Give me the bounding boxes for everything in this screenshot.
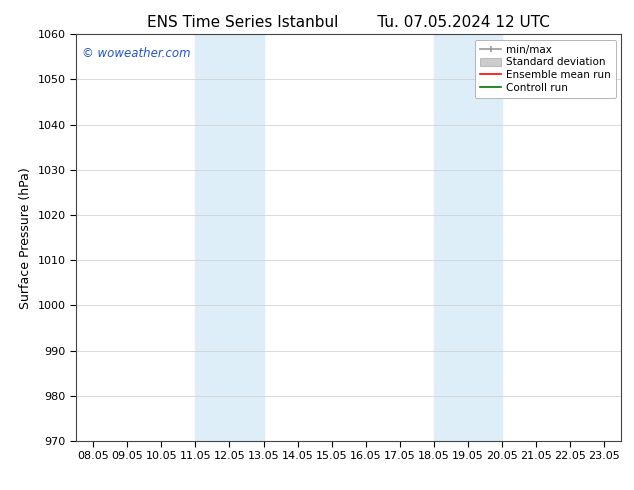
Bar <box>195 34 264 441</box>
Y-axis label: Surface Pressure (hPa): Surface Pressure (hPa) <box>19 167 32 309</box>
Title: ENS Time Series Istanbul        Tu. 07.05.2024 12 UTC: ENS Time Series Istanbul Tu. 07.05.2024 … <box>147 15 550 30</box>
Bar <box>434 34 502 441</box>
Legend: min/max, Standard deviation, Ensemble mean run, Controll run: min/max, Standard deviation, Ensemble me… <box>475 40 616 98</box>
Text: © woweather.com: © woweather.com <box>82 47 190 59</box>
